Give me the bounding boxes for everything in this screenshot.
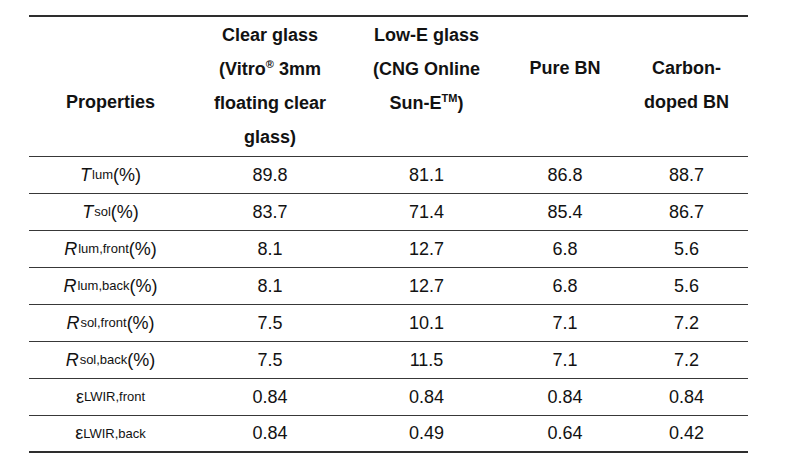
table-row: Rsol,back (%) 7.5 11.5 7.1 7.2: [29, 342, 748, 379]
table-row: Tlum (%) 89.8 81.1 86.8 88.7: [29, 157, 748, 194]
cell-value-pure-bn: 6.8: [505, 231, 625, 267]
table-row: Rlum,front (%) 8.1 12.7 6.8 5.6: [29, 231, 748, 268]
cell-value-low-e-glass: 0.49: [348, 416, 505, 451]
cell-value-pure-bn: 7.1: [505, 305, 625, 341]
cell-value-low-e-glass: 11.5: [348, 342, 505, 378]
cell-value-carbon-doped-bn: 0.84: [625, 379, 748, 415]
cell-value-low-e-glass: 81.1: [348, 157, 505, 193]
header-cell-pure-bn: Pure BN: [505, 17, 625, 156]
glazing-properties-table: Properties Clear glass(Vitro® 3mmfloatin…: [29, 15, 748, 453]
row-label: Rsol,front (%): [29, 305, 192, 341]
cell-value-clear-glass: 7.5: [192, 342, 348, 378]
header-cell-clear-glass: Clear glass(Vitro® 3mmfloating clearglas…: [192, 17, 348, 156]
row-label: Tlum (%): [29, 157, 192, 193]
header-cell-properties: Properties: [29, 17, 192, 156]
cell-value-pure-bn: 86.8: [505, 157, 625, 193]
cell-value-low-e-glass: 10.1: [348, 305, 505, 341]
cell-value-clear-glass: 0.84: [192, 416, 348, 451]
cell-value-carbon-doped-bn: 5.6: [625, 231, 748, 267]
row-label: Rlum,front (%): [29, 231, 192, 267]
cell-value-carbon-doped-bn: 86.7: [625, 194, 748, 230]
cell-value-low-e-glass: 0.84: [348, 379, 505, 415]
row-label: Rlum,back (%): [29, 268, 192, 304]
header-cell-low-e-glass: Low-E glass(CNG OnlineSun-ETM): [348, 17, 505, 156]
row-label: Rsol,back (%): [29, 342, 192, 378]
cell-value-carbon-doped-bn: 7.2: [625, 342, 748, 378]
header-cell-carbon-doped-bn: Carbon-doped BN: [625, 17, 748, 156]
cell-value-pure-bn: 0.64: [505, 416, 625, 451]
table-header-row: Properties Clear glass(Vitro® 3mmfloatin…: [29, 17, 748, 157]
cell-value-low-e-glass: 12.7: [348, 231, 505, 267]
row-label: εLWIR,front: [29, 379, 192, 415]
page: Properties Clear glass(Vitro® 3mmfloatin…: [0, 0, 800, 474]
cell-value-clear-glass: 0.84: [192, 379, 348, 415]
cell-value-pure-bn: 85.4: [505, 194, 625, 230]
table-row: Rlum,back (%) 8.1 12.7 6.8 5.6: [29, 268, 748, 305]
table-body: Tlum (%) 89.8 81.1 86.8 88.7 Tsol (%) 83…: [29, 157, 748, 453]
cell-value-clear-glass: 8.1: [192, 231, 348, 267]
cell-value-clear-glass: 89.8: [192, 157, 348, 193]
row-label: εLWIR,back: [29, 416, 192, 451]
cell-value-clear-glass: 83.7: [192, 194, 348, 230]
cell-value-clear-glass: 8.1: [192, 268, 348, 304]
cell-value-pure-bn: 0.84: [505, 379, 625, 415]
cell-value-carbon-doped-bn: 5.6: [625, 268, 748, 304]
row-label: Tsol (%): [29, 194, 192, 230]
cell-value-pure-bn: 7.1: [505, 342, 625, 378]
table-row: Rsol,front (%) 7.5 10.1 7.1 7.2: [29, 305, 748, 342]
table-row: εLWIR,back 0.84 0.49 0.64 0.42: [29, 416, 748, 453]
cell-value-clear-glass: 7.5: [192, 305, 348, 341]
cell-value-pure-bn: 6.8: [505, 268, 625, 304]
cell-value-low-e-glass: 12.7: [348, 268, 505, 304]
table-row: εLWIR,front 0.84 0.84 0.84 0.84: [29, 379, 748, 416]
cell-value-carbon-doped-bn: 88.7: [625, 157, 748, 193]
cell-value-low-e-glass: 71.4: [348, 194, 505, 230]
table-row: Tsol (%) 83.7 71.4 85.4 86.7: [29, 194, 748, 231]
cell-value-carbon-doped-bn: 7.2: [625, 305, 748, 341]
cell-value-carbon-doped-bn: 0.42: [625, 416, 748, 451]
